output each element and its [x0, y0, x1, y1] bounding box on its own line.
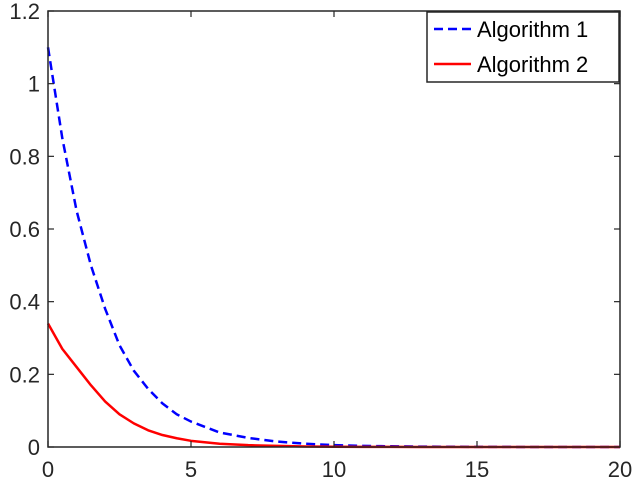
x-tick-label: 10 — [322, 457, 346, 482]
series-line-1 — [46, 47, 620, 449]
legend-label-2: Algorithm 2 — [477, 52, 588, 77]
legend-label-1: Algorithm 1 — [477, 17, 588, 42]
x-tick-label: 20 — [608, 457, 632, 482]
y-tick-label: 0.2 — [9, 362, 40, 387]
legend: Algorithm 1 Algorithm 2 — [426, 11, 620, 83]
y-tick-label: 0.4 — [9, 290, 40, 315]
y-tick-label: 0.6 — [9, 217, 40, 242]
legend-box — [426, 11, 620, 83]
y-tick-label: 1.2 — [9, 0, 40, 24]
y-tick-label: 1 — [28, 72, 40, 97]
x-tick-label: 0 — [42, 457, 54, 482]
y-tick-label: 0 — [28, 435, 40, 460]
x-tick-label: 5 — [185, 457, 197, 482]
y-tick-label: 0.8 — [9, 144, 40, 169]
tick-layer: 0 5 10 15 20 0 0.2 0.4 0.6 0.8 1 1.2 — [9, 0, 632, 482]
plot-area — [48, 11, 620, 447]
x-tick-label: 15 — [465, 457, 489, 482]
